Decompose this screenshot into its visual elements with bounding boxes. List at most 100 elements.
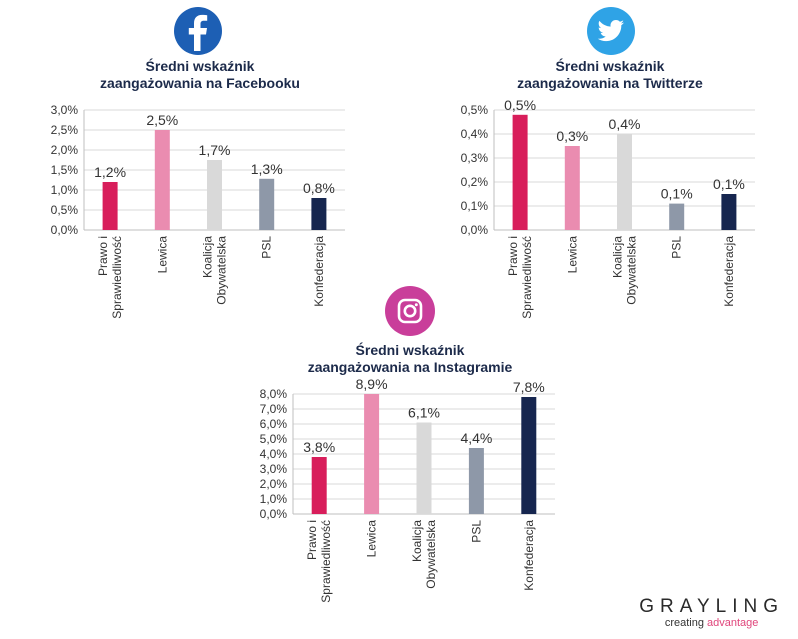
svg-text:Prawo iSprawiedliwość: Prawo iSprawiedliwość bbox=[506, 236, 534, 319]
y-tick-label: 2,5% bbox=[51, 123, 79, 137]
y-tick-label: 0,2% bbox=[461, 175, 489, 189]
x-tick-label: Konfederacja bbox=[522, 520, 536, 591]
instagram-icon bbox=[385, 286, 435, 336]
facebook-chart: 0,0% 0,5% 1,0% 1,5% 2,0% 2,5% 3,0% 1,2% Prawo iS… bbox=[51, 103, 345, 319]
data-label: 0,3% bbox=[556, 128, 588, 144]
y-tick-label: 1,0% bbox=[51, 183, 79, 197]
bar bbox=[617, 134, 632, 230]
x-tick-label: Konfederacja bbox=[722, 236, 736, 307]
instagram-chart-panel: Średni wskaźnik zaangażowania na Instagr… bbox=[200, 280, 600, 639]
data-label: 2,5% bbox=[146, 112, 178, 128]
y-tick-label: 2,0% bbox=[51, 143, 79, 157]
svg-text:Lewica: Lewica bbox=[155, 236, 169, 274]
logo-wordmark: GRAYLING bbox=[639, 596, 784, 617]
twitter-title-line2: zaangażowania na Twitterze bbox=[517, 75, 703, 91]
data-label: 0,1% bbox=[661, 186, 693, 202]
instagram-title-line2: zaangażowania na Instagramie bbox=[307, 359, 513, 375]
bar bbox=[521, 397, 537, 514]
bar bbox=[154, 130, 170, 230]
y-tick-label: 2,0% bbox=[260, 477, 288, 491]
y-tick-label: 3,0% bbox=[51, 103, 79, 117]
x-tick-label: Prawo iSprawiedliwość bbox=[96, 236, 124, 319]
bar bbox=[669, 203, 685, 230]
twitter-chart-panel: Średni wskaźnik zaangażowania na Twitter… bbox=[400, 0, 798, 340]
x-tick-label: Prawo iSprawiedliwość bbox=[506, 236, 534, 319]
data-label: 1,7% bbox=[199, 142, 231, 158]
y-tick-label: 0,0% bbox=[51, 223, 79, 237]
x-tick-label: PSL bbox=[670, 236, 684, 259]
facebook-title-line2: zaangażowania na Facebooku bbox=[100, 75, 300, 91]
data-label: 0,4% bbox=[609, 116, 641, 132]
y-tick-label: 3,0% bbox=[260, 462, 288, 476]
svg-text:PSL: PSL bbox=[670, 236, 684, 259]
y-tick-label: 1,5% bbox=[51, 163, 79, 177]
y-tick-label: 0,4% bbox=[461, 127, 489, 141]
svg-text:Lewica: Lewica bbox=[365, 520, 379, 558]
bar bbox=[207, 160, 222, 230]
data-label: 4,4% bbox=[460, 430, 492, 446]
y-tick-label: 4,0% bbox=[260, 447, 288, 461]
y-tick-label: 0,3% bbox=[461, 151, 489, 165]
y-tick-label: 5,0% bbox=[260, 432, 288, 446]
bar bbox=[259, 178, 275, 230]
bar bbox=[468, 448, 484, 514]
data-label: 6,1% bbox=[408, 405, 440, 421]
facebook-title-line1: Średni wskaźnik bbox=[145, 58, 255, 74]
facebook-chart-panel: Średni wskaźnik zaangażowania na Faceboo… bbox=[0, 0, 400, 340]
svg-text:Prawo iSprawiedliwość: Prawo iSprawiedliwość bbox=[96, 236, 124, 319]
bar bbox=[311, 457, 327, 514]
bar bbox=[102, 182, 118, 230]
x-tick-label: KoalicjaObywatelska bbox=[611, 236, 639, 305]
svg-text:Lewica: Lewica bbox=[565, 236, 579, 274]
facebook-icon bbox=[174, 7, 222, 55]
instagram-chart: 0,0%1,0%2,0%3,0%4,0%5,0%6,0%7,0%8,0% 3,8%… bbox=[260, 376, 555, 603]
twitter-icon bbox=[587, 7, 635, 55]
bar bbox=[416, 422, 432, 514]
instagram-title-line1: Średni wskaźnik bbox=[355, 342, 465, 358]
twitter-chart-title: Średni wskaźnik zaangażowania na Twitter… bbox=[470, 58, 750, 92]
data-label: 1,2% bbox=[94, 164, 126, 180]
bar bbox=[311, 198, 327, 230]
y-tick-label: 7,0% bbox=[260, 402, 288, 416]
x-tick-label: PSL bbox=[260, 236, 274, 259]
svg-text:PSL: PSL bbox=[469, 520, 483, 543]
data-label: 0,5% bbox=[504, 97, 536, 113]
y-tick-label: 1,0% bbox=[260, 492, 288, 506]
y-tick-label: 0,5% bbox=[461, 103, 489, 117]
y-tick-label: 0,0% bbox=[461, 223, 489, 237]
data-label: 0,1% bbox=[713, 176, 745, 192]
bar bbox=[512, 114, 528, 230]
x-tick-label: PSL bbox=[469, 520, 483, 543]
instagram-chart-title: Średni wskaźnik zaangażowania na Instagr… bbox=[260, 342, 560, 376]
x-tick-label: KoalicjaObywatelska bbox=[410, 520, 438, 589]
y-tick-label: 8,0% bbox=[260, 387, 288, 401]
grayling-logo: GRAYLING creating advantage bbox=[639, 596, 784, 629]
data-label: 7,8% bbox=[513, 379, 545, 395]
facebook-chart-title: Średni wskaźnik zaangażowania na Faceboo… bbox=[60, 58, 340, 92]
svg-text:Konfederacja: Konfederacja bbox=[312, 236, 326, 307]
data-label: 8,9% bbox=[356, 376, 388, 392]
x-tick-label: KoalicjaObywatelska bbox=[201, 236, 229, 305]
svg-text:PSL: PSL bbox=[260, 236, 274, 259]
bar bbox=[564, 146, 580, 230]
svg-text:KoalicjaObywatelska: KoalicjaObywatelska bbox=[201, 236, 229, 305]
bar bbox=[364, 394, 380, 514]
svg-text:Prawo iSprawiedliwość: Prawo iSprawiedliwość bbox=[305, 520, 333, 603]
twitter-title-line1: Średni wskaźnik bbox=[555, 58, 665, 74]
logo-tagline-part2: advantage bbox=[707, 617, 759, 629]
data-label: 0,8% bbox=[303, 180, 335, 196]
data-label: 1,3% bbox=[251, 161, 283, 177]
y-tick-label: 6,0% bbox=[260, 417, 288, 431]
y-tick-label: 0,0% bbox=[260, 507, 288, 521]
svg-text:KoalicjaObywatelska: KoalicjaObywatelska bbox=[410, 520, 438, 589]
x-tick-label: Prawo iSprawiedliwość bbox=[305, 520, 333, 603]
svg-text:Konfederacja: Konfederacja bbox=[522, 520, 536, 591]
x-tick-label: Lewica bbox=[155, 236, 169, 274]
x-tick-label: Konfederacja bbox=[312, 236, 326, 307]
svg-text:KoalicjaObywatelska: KoalicjaObywatelska bbox=[611, 236, 639, 305]
bar bbox=[721, 194, 737, 230]
x-tick-label: Lewica bbox=[365, 520, 379, 558]
y-tick-label: 0,5% bbox=[51, 203, 79, 217]
data-label: 3,8% bbox=[303, 439, 335, 455]
y-tick-label: 0,1% bbox=[461, 199, 489, 213]
